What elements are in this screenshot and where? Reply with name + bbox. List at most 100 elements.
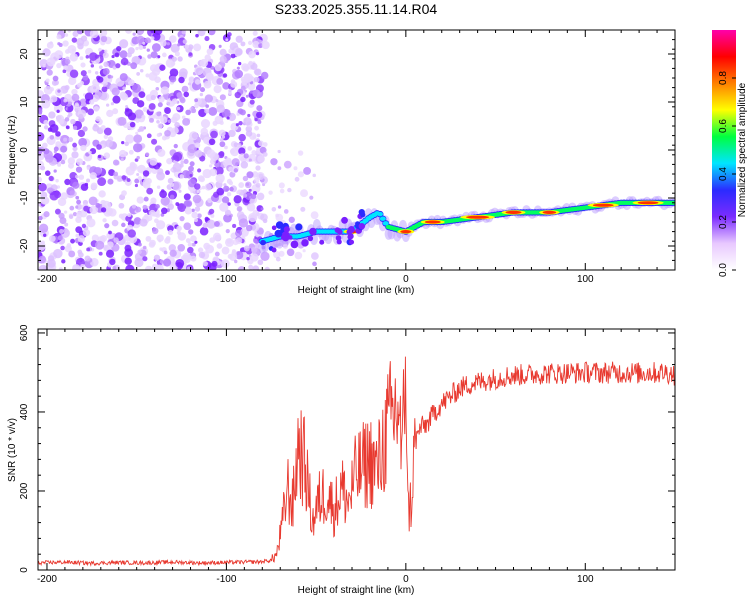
noise-cell (189, 161, 195, 167)
noise-cell (131, 204, 136, 209)
noise-cell (246, 202, 256, 212)
noise-cell (268, 190, 273, 195)
noise-cell (235, 48, 243, 56)
noise-cell (144, 265, 153, 270)
noise-cell (125, 264, 135, 270)
noise-cell (167, 119, 172, 124)
signal-core-cell (466, 215, 490, 219)
noise-cell (230, 147, 240, 157)
noise-cell (238, 61, 242, 66)
noise-cell (101, 86, 108, 93)
noise-cell (226, 191, 232, 197)
signal-scatter-cell (274, 229, 283, 238)
noise-cell (98, 190, 106, 198)
noise-cell (117, 116, 127, 126)
noise-cell (77, 30, 84, 35)
noise-cell (112, 108, 119, 115)
noise-cell (273, 251, 281, 259)
noise-cell (108, 169, 116, 177)
snr-x-tick-label: -100 (216, 574, 236, 585)
noise-cell (125, 104, 129, 108)
noise-cell (160, 86, 170, 95)
noise-cell (64, 33, 69, 37)
noise-cell (248, 60, 253, 66)
noise-cell (82, 74, 89, 81)
noise-cell (60, 192, 68, 200)
noise-cell (231, 158, 240, 167)
noise-cell (174, 122, 180, 128)
noise-cell (254, 117, 258, 122)
noise-cell (226, 238, 232, 244)
noise-cell (94, 71, 99, 75)
chart-title: S233.2025.355.11.14.R04 (275, 1, 438, 17)
noise-cell (111, 87, 120, 96)
noise-cell (136, 196, 144, 204)
noise-cell (225, 188, 229, 192)
noise-cell (249, 99, 255, 105)
noise-cell (169, 182, 175, 188)
noise-cell (68, 250, 76, 258)
signal-scatter-cell (358, 208, 365, 216)
noise-cell (138, 44, 144, 50)
noise-cell (151, 263, 158, 270)
noise-cell (103, 127, 112, 136)
noise-cell (112, 159, 120, 166)
noise-cell (158, 96, 165, 103)
signal-scatter-cell (295, 223, 303, 231)
noise-cell (60, 245, 65, 251)
noise-cell (90, 64, 95, 68)
noise-cell (218, 129, 226, 137)
noise-cell (216, 187, 225, 196)
noise-cell (102, 67, 110, 75)
noise-cell (82, 126, 88, 132)
noise-cell (197, 213, 202, 219)
noise-cell (252, 265, 260, 270)
noise-cell (206, 72, 214, 80)
noise-cell (278, 182, 285, 189)
noise-cell (46, 258, 56, 268)
noise-cell (181, 30, 187, 35)
noise-cell (182, 117, 191, 126)
noise-cell (178, 76, 185, 84)
noise-cell (125, 215, 132, 222)
noise-cell (234, 91, 241, 99)
noise-cell (86, 178, 91, 183)
noise-cell (98, 251, 103, 256)
noise-cell (182, 39, 188, 44)
noise-cell (219, 222, 224, 227)
noise-cell (142, 45, 146, 49)
noise-cell (121, 141, 125, 145)
noise-cell (203, 80, 212, 89)
noise-cell (294, 176, 300, 182)
noise-cell (248, 50, 256, 59)
noise-cell (214, 251, 220, 257)
noise-cell (121, 222, 126, 228)
noise-cell (294, 251, 303, 260)
noise-cell (223, 183, 227, 187)
noise-cell (124, 257, 132, 265)
noise-cell (227, 202, 231, 206)
noise-cell (71, 88, 78, 96)
noise-cell (53, 146, 59, 152)
noise-cell (191, 208, 195, 213)
noise-cell (38, 223, 49, 233)
noise-cell (103, 83, 107, 87)
noise-cell (171, 127, 179, 135)
noise-cell (137, 242, 142, 247)
noise-cell (77, 235, 86, 243)
noise-cell (56, 34, 62, 40)
noise-cell (208, 138, 216, 146)
noise-cell (255, 165, 261, 171)
noise-cell (257, 259, 264, 266)
noise-cell (56, 114, 65, 123)
noise-cell (173, 143, 178, 149)
noise-cell (43, 125, 49, 130)
noise-cell (149, 157, 158, 166)
noise-cell (143, 196, 149, 202)
noise-cell (156, 220, 166, 230)
noise-cell (177, 43, 181, 47)
snr-y-tick-label: 400 (19, 403, 30, 420)
noise-cell (300, 206, 306, 212)
noise-cell (157, 123, 163, 129)
